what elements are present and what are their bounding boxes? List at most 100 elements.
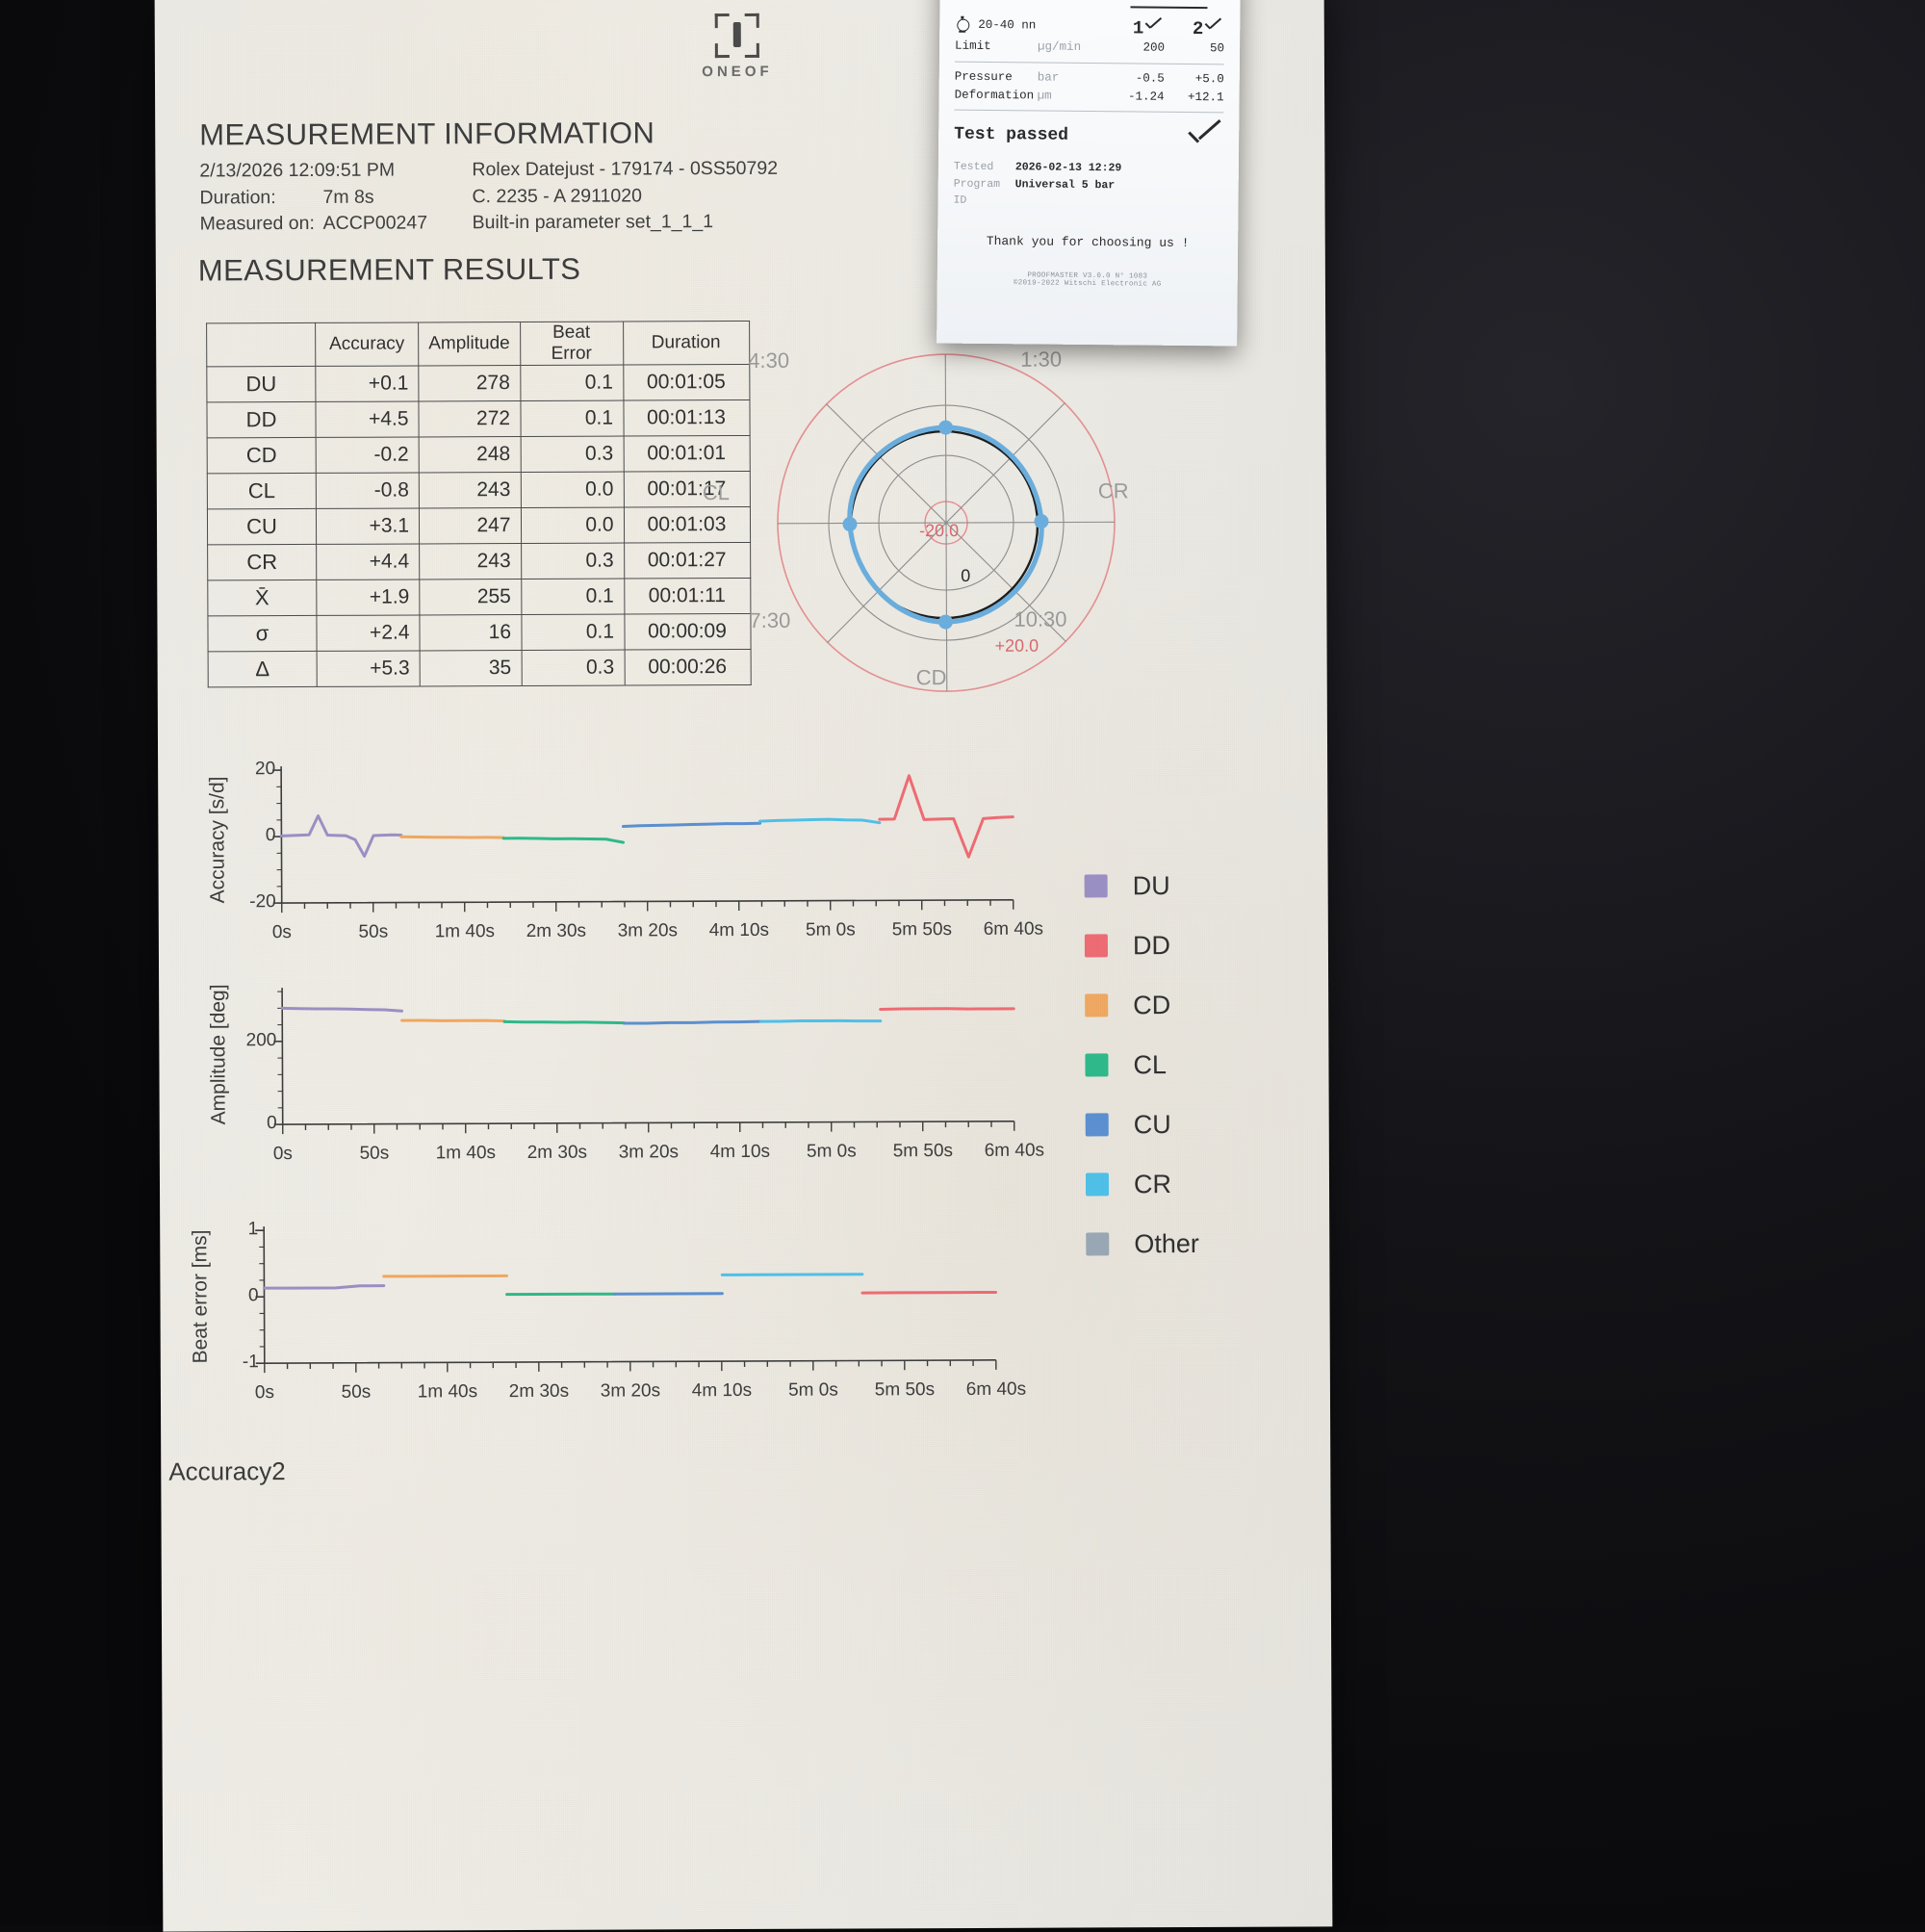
legend-label: CR — [1134, 1170, 1171, 1199]
polar-label-cr: CR — [1098, 478, 1129, 503]
x-tick-label: 2m 30s — [509, 1381, 569, 1403]
series-line-cl — [503, 837, 623, 842]
page-footer-label: Accuracy2 — [168, 1456, 286, 1487]
brand-wordmark: ONEOF — [680, 64, 795, 81]
legend-item-dd[interactable]: DD — [1085, 915, 1198, 976]
series-line-du — [264, 1286, 383, 1289]
cell-amplitude: 278 — [419, 366, 521, 401]
y-tick-label: 0 — [231, 1113, 277, 1134]
pressure-label: Pressure — [955, 67, 1038, 87]
tested-label: Tested — [954, 159, 1015, 176]
series-line-dd — [881, 1008, 1014, 1009]
pressure-value-2: +5.0 — [1165, 70, 1224, 89]
polar-label-1030: 10:30 — [1014, 607, 1066, 632]
limit-label: Limit — [955, 38, 1038, 57]
legend-item-cd[interactable]: CD — [1085, 975, 1198, 1036]
results-table: Accuracy Amplitude Beat Error Duration D… — [206, 321, 751, 687]
th-accuracy: Accuracy — [316, 322, 419, 366]
cell-duration: 00:01:01 — [624, 435, 750, 472]
x-tick-label: 5m 50s — [875, 1379, 935, 1401]
measurement-information-block: 2/13/2026 12:09:51 PM Rolex Datejust - 1… — [199, 156, 778, 239]
deformation-label: Deformation — [955, 86, 1038, 105]
info-measured-on-value: ACCP00247 — [323, 211, 473, 238]
receipt-deformation-row: Deformation µm -1.24 +12.1 — [939, 86, 1240, 107]
cell-accuracy: +0.1 — [316, 366, 419, 401]
y-axis-label: Amplitude [deg] — [207, 984, 231, 1124]
x-tick-label: 1m 40s — [418, 1381, 477, 1403]
info-row: 2/13/2026 12:09:51 PM Rolex Datejust - 1… — [199, 156, 778, 185]
legend-item-other[interactable]: Other — [1086, 1214, 1199, 1275]
series-line-cr — [760, 819, 880, 823]
legend-item-du[interactable]: DU — [1085, 856, 1198, 916]
cell-beat-error: 0.0 — [521, 507, 624, 543]
legend-item-cr[interactable]: CR — [1086, 1154, 1199, 1215]
cell-duration: 00:01:27 — [624, 542, 750, 579]
x-tick-label: 0s — [272, 922, 292, 943]
x-tick-label: 6m 40s — [984, 919, 1043, 940]
series-line-cd — [402, 1020, 505, 1021]
legend-item-cu[interactable]: CU — [1086, 1095, 1199, 1155]
receipt-icon-label: 20-40 nn — [978, 18, 1036, 33]
legend-swatch-icon — [1085, 1053, 1108, 1076]
x-tick-label: 1m 40s — [435, 921, 495, 942]
cell-accuracy: +1.9 — [317, 580, 420, 615]
legend-label: CD — [1133, 991, 1170, 1020]
receipt-thanks: Thank you for choosing us ! — [937, 208, 1238, 250]
cell-accuracy: -0.8 — [316, 473, 419, 508]
y-tick-label: -20 — [230, 891, 276, 913]
deformation-unit: µm — [1038, 87, 1105, 105]
info-measured-on-label: Measured on: — [200, 211, 323, 238]
cell-beat-error: 0.1 — [520, 365, 623, 400]
row-label: CD — [207, 437, 316, 473]
row-label: X̄ — [208, 580, 317, 615]
cell-accuracy: +2.4 — [317, 615, 420, 651]
deformation-value-1: -1.24 — [1105, 88, 1165, 106]
program-value: Universal 5 bar — [1015, 176, 1116, 193]
th-duration: Duration — [623, 321, 749, 365]
check-icon — [1203, 21, 1224, 34]
polar-diagram: 4:30 1:30 CL CR 7:30 10:30 CD -20.0 0 +2… — [753, 329, 1140, 716]
receipt-divider — [955, 61, 1224, 64]
polar-label-cd: CD — [916, 665, 947, 690]
cell-amplitude: 255 — [420, 580, 522, 615]
legend-swatch-icon — [1086, 1113, 1109, 1136]
legend-swatch-icon — [1085, 993, 1108, 1017]
cell-amplitude: 243 — [420, 544, 522, 580]
polar-ring-inner-value: -20.0 — [919, 521, 959, 541]
info-duration-value: 7m 8s — [322, 184, 472, 211]
pressure-value-1: -0.5 — [1105, 69, 1165, 88]
series-line-cu — [623, 823, 759, 826]
id-label: ID — [953, 192, 1014, 209]
legend-swatch-icon — [1085, 874, 1108, 897]
cell-accuracy: +5.3 — [317, 651, 420, 686]
receipt-status: Test passed — [954, 125, 1185, 146]
info-parameter-set: Built-in parameter set_1_1_1 — [473, 210, 714, 238]
y-tick-label: 0 — [229, 825, 275, 846]
series-line-cu — [624, 1021, 760, 1023]
cell-beat-error: 0.1 — [520, 400, 623, 436]
receipt-tested-row: Tested 2026-02-13 12:29 — [938, 149, 1239, 178]
x-tick-label: 50s — [359, 1144, 389, 1165]
legend-swatch-icon — [1086, 1172, 1109, 1196]
x-tick-label: 5m 50s — [893, 1141, 953, 1162]
status-check-icon — [1185, 124, 1223, 149]
measurement-information-title: MEASUREMENT INFORMATION — [199, 116, 654, 152]
program-label: Program — [954, 175, 1015, 193]
legend-label: DU — [1133, 871, 1170, 901]
cell-beat-error: 0.3 — [522, 650, 625, 685]
cell-amplitude: 247 — [419, 508, 521, 544]
legend-label: CU — [1134, 1110, 1171, 1140]
legend-item-cl[interactable]: CL — [1085, 1035, 1198, 1095]
x-tick-label: 3m 20s — [618, 920, 678, 941]
receipt-divider — [954, 110, 1223, 114]
series-legend: DU DD CD CL CU CR Other — [1085, 856, 1199, 1275]
y-tick-label: 20 — [229, 759, 275, 780]
x-tick-label: 1m 40s — [436, 1143, 496, 1164]
series-line-cl — [504, 1021, 624, 1023]
